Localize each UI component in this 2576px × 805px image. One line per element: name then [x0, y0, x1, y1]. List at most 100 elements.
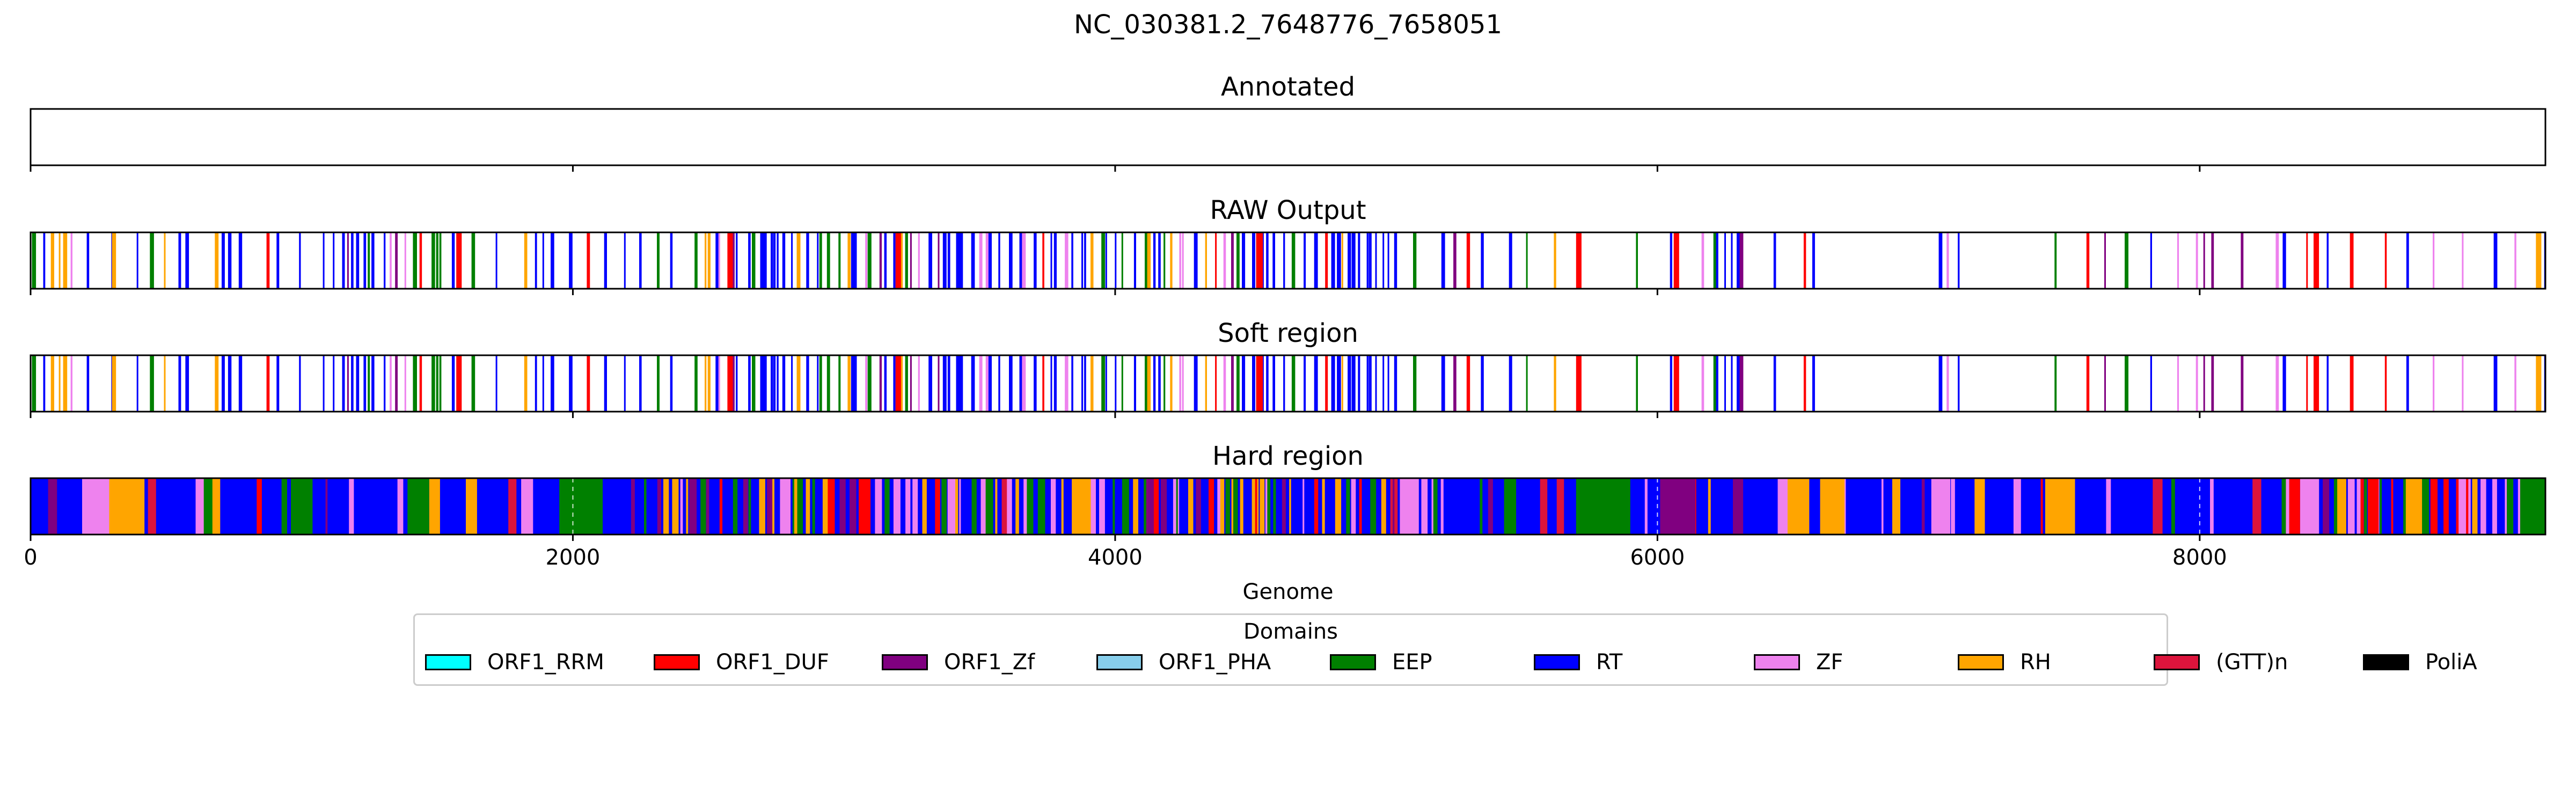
feature-rt	[1958, 232, 1960, 289]
feature-rt	[1441, 355, 1445, 412]
feature-eep	[1101, 232, 1106, 289]
feature-zf	[2106, 478, 2111, 535]
feature-rt	[1366, 232, 1369, 289]
feature-zf	[1777, 478, 1789, 535]
feature-zf	[912, 478, 918, 535]
feature-rt	[1382, 355, 1385, 412]
feature-rt	[854, 355, 857, 412]
feature-rh	[50, 232, 54, 289]
feature-eep	[368, 232, 370, 289]
feature-zf	[2300, 478, 2319, 535]
legend-swatch	[882, 654, 928, 670]
feature-rt	[988, 232, 992, 289]
feature-orf1zf	[2211, 355, 2214, 412]
feature-rh	[1015, 478, 1019, 535]
feature-rh	[524, 355, 528, 412]
feature-orf1duf	[1576, 355, 1582, 412]
feature-zf	[1099, 478, 1105, 535]
feature-rt	[1731, 355, 1733, 412]
feature-zf	[1182, 355, 1184, 412]
feature-eep	[150, 355, 154, 412]
feature-rt	[342, 355, 345, 412]
feature-eep	[657, 232, 660, 289]
feature-rh	[1091, 232, 1094, 289]
feature-rt	[1053, 355, 1057, 412]
feature-orf1duf	[865, 478, 871, 535]
feature-rt	[136, 232, 138, 289]
feature-gttn	[1001, 478, 1007, 535]
feature-eep	[1225, 478, 1230, 535]
feature-zf	[2433, 232, 2435, 289]
feature-rh	[900, 355, 903, 412]
feature-rt	[1670, 232, 1672, 289]
feature-rt	[1812, 232, 1815, 289]
feature-rh	[1061, 478, 1064, 535]
feature-rt	[1773, 232, 1776, 289]
legend-label: EEP	[1392, 650, 1432, 675]
feature-rt	[1382, 232, 1385, 289]
feature-rt	[1266, 232, 1269, 289]
feature-rt	[998, 355, 1000, 412]
feature-gttn	[2252, 478, 2262, 535]
feature-zf	[2505, 478, 2507, 535]
feature-zf	[905, 478, 911, 535]
feature-rt	[1716, 355, 1718, 412]
feature-rt	[384, 232, 386, 289]
feature-rh	[847, 355, 851, 412]
feature-orf1duf	[1576, 232, 1582, 289]
feature-eep	[203, 478, 214, 535]
track-background	[31, 109, 2545, 165]
feature-eep	[1576, 478, 1630, 535]
feature-zf	[947, 478, 954, 535]
feature-rh	[63, 232, 68, 289]
feature-gttn	[1556, 478, 1564, 535]
feature-rt	[1252, 355, 1255, 412]
feature-rh	[995, 478, 998, 535]
feature-eep	[1037, 478, 1045, 535]
feature-orf1zf	[2241, 355, 2244, 412]
feature-eep	[1504, 478, 1517, 535]
feature-rt	[238, 355, 243, 412]
feature-eep	[1480, 478, 1483, 535]
legend-item-rh: RH	[1958, 649, 2051, 675]
feature-eep	[413, 355, 417, 412]
feature-zf	[2275, 232, 2279, 289]
feature-rt	[771, 355, 773, 412]
feature-zf	[1051, 478, 1056, 535]
feature-zf	[195, 478, 204, 535]
feature-rt	[228, 232, 232, 289]
feature-zf	[2548, 478, 2554, 535]
feature-rh	[705, 355, 707, 412]
feature-rt	[2406, 232, 2409, 289]
feature-rt	[956, 232, 960, 289]
feature-eep	[1233, 478, 1238, 535]
feature-eep	[1346, 478, 1350, 535]
feature-eep	[985, 478, 993, 535]
feature-rh	[466, 478, 477, 535]
feature-rt	[451, 232, 455, 289]
track-title-raw-output: RAW Output	[1210, 195, 1366, 225]
feature-rh	[1820, 478, 1845, 535]
feature-rh	[1341, 355, 1343, 412]
feature-rt	[817, 232, 819, 289]
feature-rt	[1394, 232, 1397, 289]
feature-orf1zf	[1231, 355, 1234, 412]
feature-rt	[771, 232, 773, 289]
feature-eep	[291, 478, 313, 535]
legend-label: ORF1_PHA	[1159, 650, 1271, 675]
feature-eep	[838, 355, 841, 412]
feature-rt	[384, 355, 386, 412]
feature-rt	[1366, 355, 1369, 412]
feature-rt	[806, 355, 809, 412]
feature-rt	[1938, 355, 1943, 412]
feature-eep	[2520, 478, 2527, 535]
x-tick-label: 4000	[1088, 545, 1143, 570]
feature-zf	[2514, 355, 2516, 412]
feature-rt	[342, 232, 345, 289]
feature-rt	[806, 232, 809, 289]
feature-rh	[1335, 478, 1342, 535]
feature-rt	[1084, 232, 1086, 289]
track-soft-region	[30, 354, 2546, 418]
feature-zf	[718, 232, 720, 289]
